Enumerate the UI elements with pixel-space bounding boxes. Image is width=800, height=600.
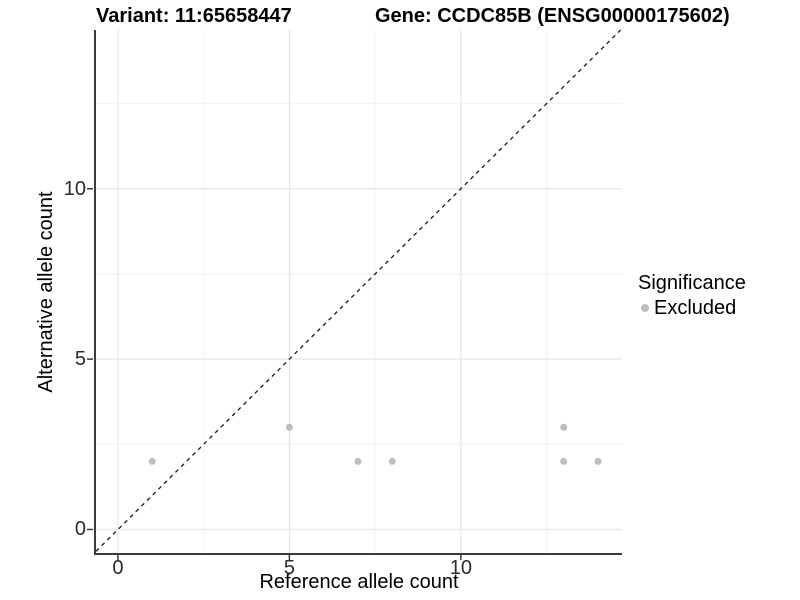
y-tick-label: 5 — [74, 348, 86, 371]
legend: Significance Excluded — [638, 271, 746, 320]
data-point — [354, 457, 362, 465]
x-tick-label: 5 — [283, 557, 295, 579]
identity-line — [95, 29, 622, 552]
data-point — [594, 457, 602, 465]
legend-item-excluded: Excluded — [638, 296, 746, 320]
x-tick-label: 0 — [112, 557, 124, 579]
data-point — [388, 457, 396, 465]
data-point — [148, 457, 156, 465]
data-point — [560, 457, 568, 465]
x-axis-title: Reference allele count — [259, 571, 459, 593]
x-tick-label: 10 — [449, 557, 472, 579]
y-tick-label: 0 — [74, 518, 86, 541]
excluded-point-icon — [641, 304, 649, 312]
data-point — [285, 423, 293, 431]
legend-item-label: Excluded — [654, 297, 737, 319]
y-tick-label: 10 — [63, 177, 86, 200]
legend-title: Significance — [638, 272, 746, 294]
gene-title: Gene: CCDC85B (ENSG00000175602) — [375, 5, 730, 27]
data-point — [560, 423, 568, 431]
variant-title: Variant: 11:65658447 — [96, 5, 292, 27]
